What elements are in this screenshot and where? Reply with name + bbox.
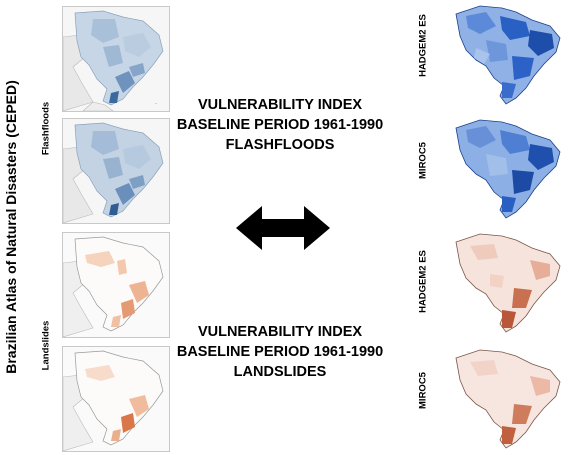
caption-landslides: VULNERABILITY INDEX BASELINE PERIOD 1961…	[160, 322, 400, 382]
hadgem2-flashfloods-map	[446, 0, 566, 108]
caption-line: VULNERABILITY INDEX	[197, 97, 363, 113]
caption-line: FLASHFLOODS	[225, 137, 335, 153]
model-label-hadgem2-land: HADGEM2 ES	[417, 250, 429, 313]
ceped-landslides-map-1	[62, 232, 170, 338]
caption-line: BASELINE PERIOD 1961-1990	[176, 117, 384, 133]
model-label-miroc5-flash: MIROC5	[417, 142, 429, 179]
caption-flashfloods: VULNERABILITY INDEX BASELINE PERIOD 1961…	[160, 95, 400, 155]
miroc5-flashfloods-map	[446, 114, 566, 226]
double-arrow-icon	[236, 206, 330, 250]
ceped-flashfloods-map-1: ~	[62, 6, 170, 112]
model-label-miroc5-land: MIROC5	[417, 372, 429, 409]
ceped-landslides-map-2	[62, 346, 170, 452]
row-label-landslides: Landslides	[40, 320, 52, 371]
caption-line: BASELINE PERIOD 1961-1990	[176, 344, 384, 360]
caption-line: LANDSLIDES	[233, 364, 327, 380]
model-label-hadgem2-flash: HADGEM2 ES	[417, 14, 429, 77]
caption-line: VULNERABILITY INDEX	[197, 324, 363, 340]
hadgem2-landslides-map	[446, 228, 566, 340]
atlas-title: Brazilian Atlas of Natural Disasters (CE…	[3, 80, 19, 374]
ceped-flashfloods-map-2	[62, 118, 170, 224]
svg-text:~: ~	[155, 101, 158, 106]
row-label-flashfloods: Flashfloods	[40, 101, 52, 156]
miroc5-landslides-map	[446, 344, 566, 454]
